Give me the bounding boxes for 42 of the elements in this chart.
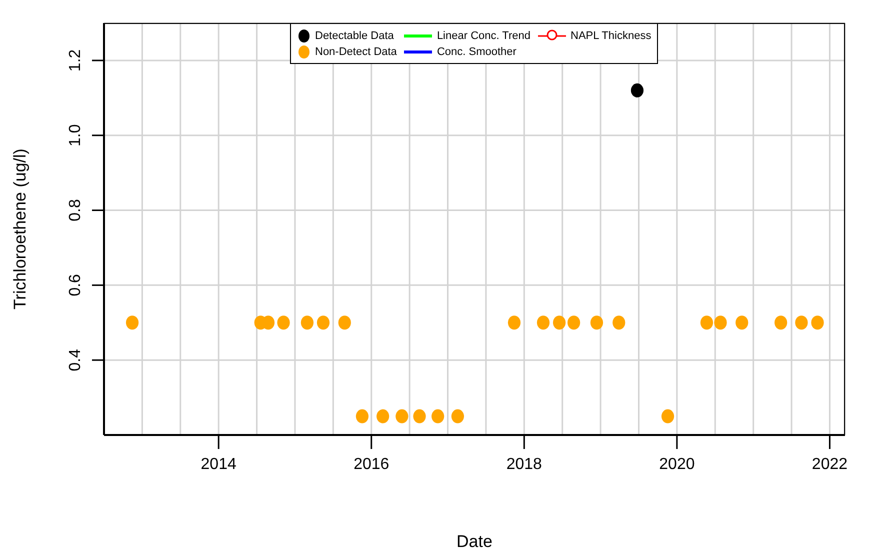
y-axis-title: Trichloroethene (ug/l) <box>10 148 30 310</box>
point <box>277 316 290 330</box>
y-tick-label: 1.0 <box>67 124 84 146</box>
point <box>736 316 748 330</box>
x-tick-label: 2022 <box>812 456 848 473</box>
point <box>536 316 550 330</box>
point <box>316 316 330 330</box>
point <box>568 316 580 330</box>
x-tick-label: 2016 <box>354 456 390 473</box>
point <box>508 316 521 330</box>
point <box>630 83 644 98</box>
y-tick-label: 0.8 <box>67 199 84 222</box>
point <box>300 316 314 330</box>
legend-label: Detectable Data <box>315 30 394 42</box>
y-tick-label: 1.2 <box>67 49 84 72</box>
legend-label: NAPL Thickness <box>570 30 652 42</box>
legend-label: Conc. Smoother <box>436 46 516 58</box>
point <box>795 316 808 330</box>
point <box>413 409 426 424</box>
legend-label: Non-Detect Data <box>315 46 397 58</box>
point <box>590 316 604 330</box>
point <box>774 316 788 330</box>
point <box>396 409 408 424</box>
point <box>356 409 369 424</box>
point <box>552 316 566 330</box>
point <box>338 316 351 330</box>
point <box>432 409 444 424</box>
legend-label: Linear Conc. Trend <box>436 30 530 42</box>
point <box>811 316 824 330</box>
x-axis-title: Date <box>456 532 492 551</box>
point <box>126 316 139 330</box>
x-tick-label: 2014 <box>200 456 236 473</box>
point <box>376 409 390 424</box>
y-tick-label: 0.4 <box>67 348 84 372</box>
y-tick-label: 0.6 <box>67 274 84 296</box>
point <box>700 316 714 330</box>
point <box>714 316 727 330</box>
point <box>661 409 674 424</box>
x-tick-label: 2018 <box>506 456 542 473</box>
point <box>451 409 464 424</box>
x-tick-label: 2020 <box>659 456 695 473</box>
point <box>612 316 626 330</box>
